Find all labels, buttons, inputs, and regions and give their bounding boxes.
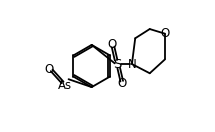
Text: O: O — [160, 27, 170, 40]
Text: S: S — [113, 58, 122, 70]
Text: O: O — [108, 38, 117, 51]
Text: As: As — [58, 79, 72, 92]
Text: N: N — [127, 58, 136, 70]
Text: O: O — [44, 63, 53, 76]
Text: O: O — [118, 77, 127, 90]
